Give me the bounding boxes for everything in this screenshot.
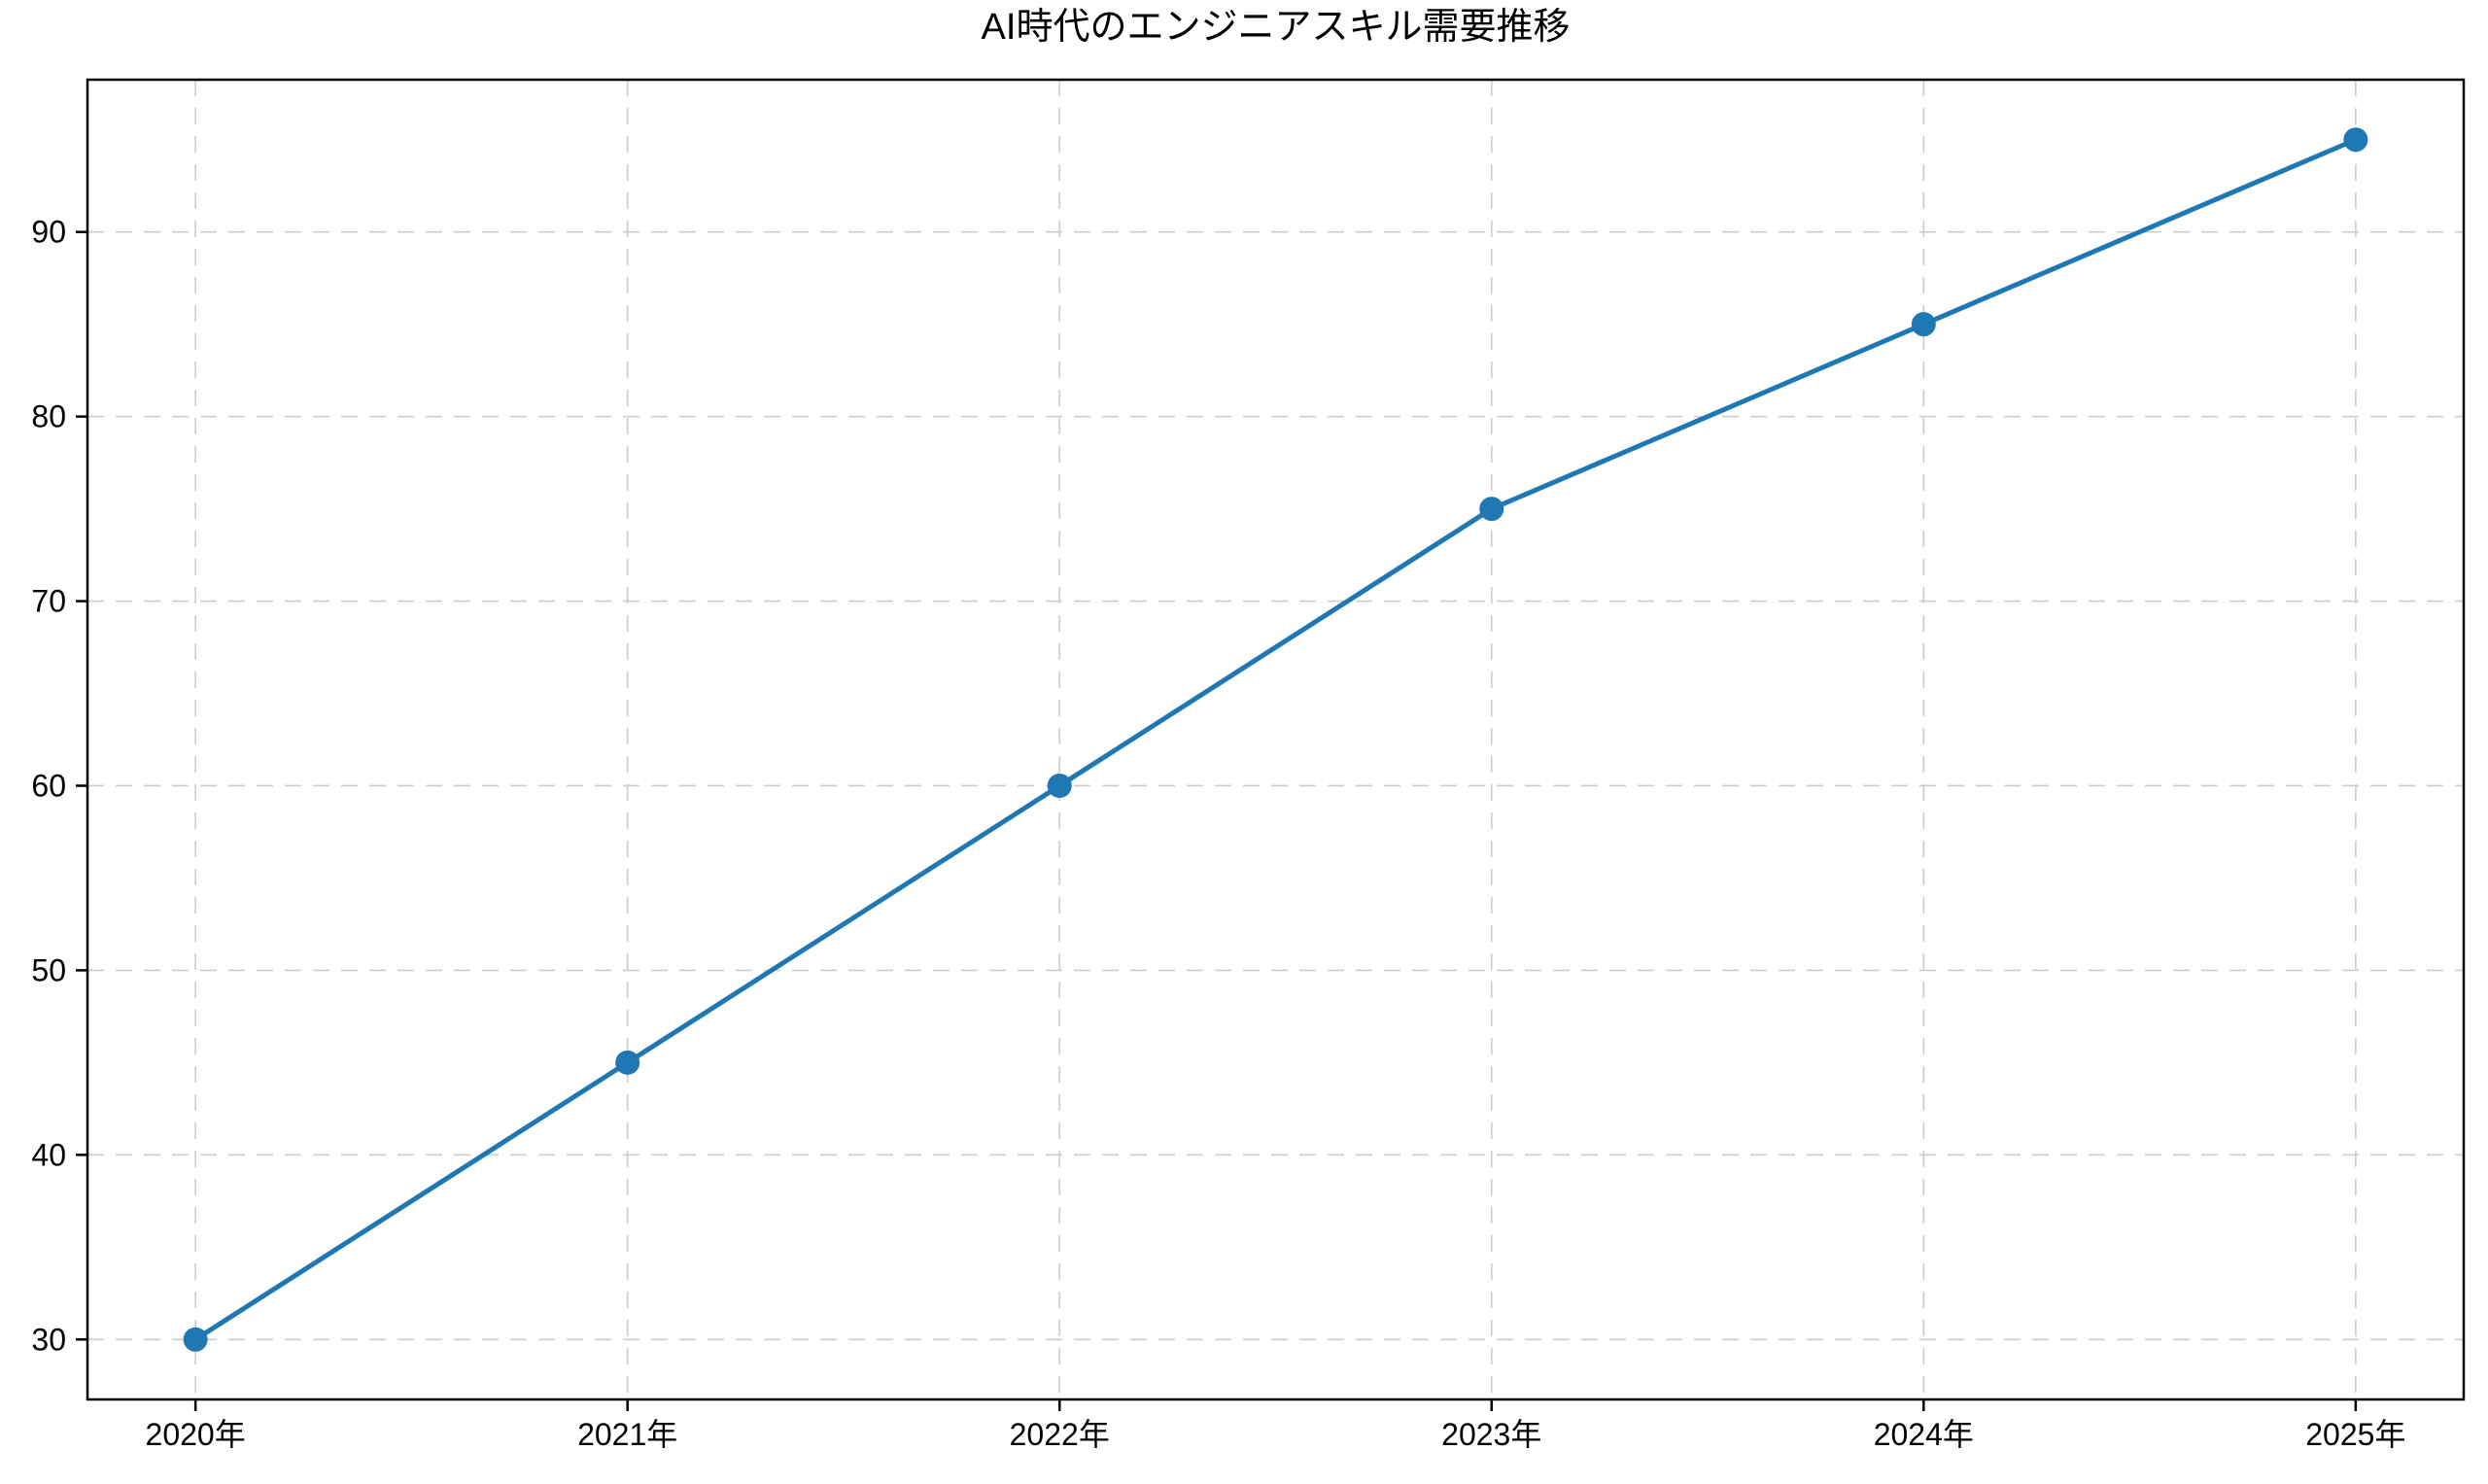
x-tick-label: 2025年 xyxy=(2305,1417,2405,1452)
x-tick-label: 2024年 xyxy=(1874,1417,1974,1452)
y-tick-label: 30 xyxy=(31,1322,66,1357)
data-point xyxy=(2343,127,2368,153)
chart-title: AI時代のエンジニアスキル需要推移 xyxy=(981,7,1571,48)
y-tick-label: 90 xyxy=(31,215,66,250)
data-point xyxy=(615,1050,640,1075)
data-point xyxy=(1479,497,1504,522)
y-tick-label: 70 xyxy=(31,584,66,619)
data-point xyxy=(1911,312,1936,337)
y-tick-label: 50 xyxy=(31,952,66,987)
x-tick-label: 2020年 xyxy=(146,1417,246,1452)
y-tick-label: 40 xyxy=(31,1137,66,1172)
y-tick-label: 60 xyxy=(31,768,66,803)
data-point xyxy=(183,1327,208,1352)
x-tick-label: 2023年 xyxy=(1441,1417,1541,1452)
y-tick-label: 80 xyxy=(31,399,66,434)
axes-spines xyxy=(86,78,2466,1401)
data-point xyxy=(1047,773,1072,798)
x-tick-label: 2022年 xyxy=(1010,1417,1110,1452)
data-line xyxy=(192,137,2359,1342)
x-tick-label: 2021年 xyxy=(577,1417,677,1452)
